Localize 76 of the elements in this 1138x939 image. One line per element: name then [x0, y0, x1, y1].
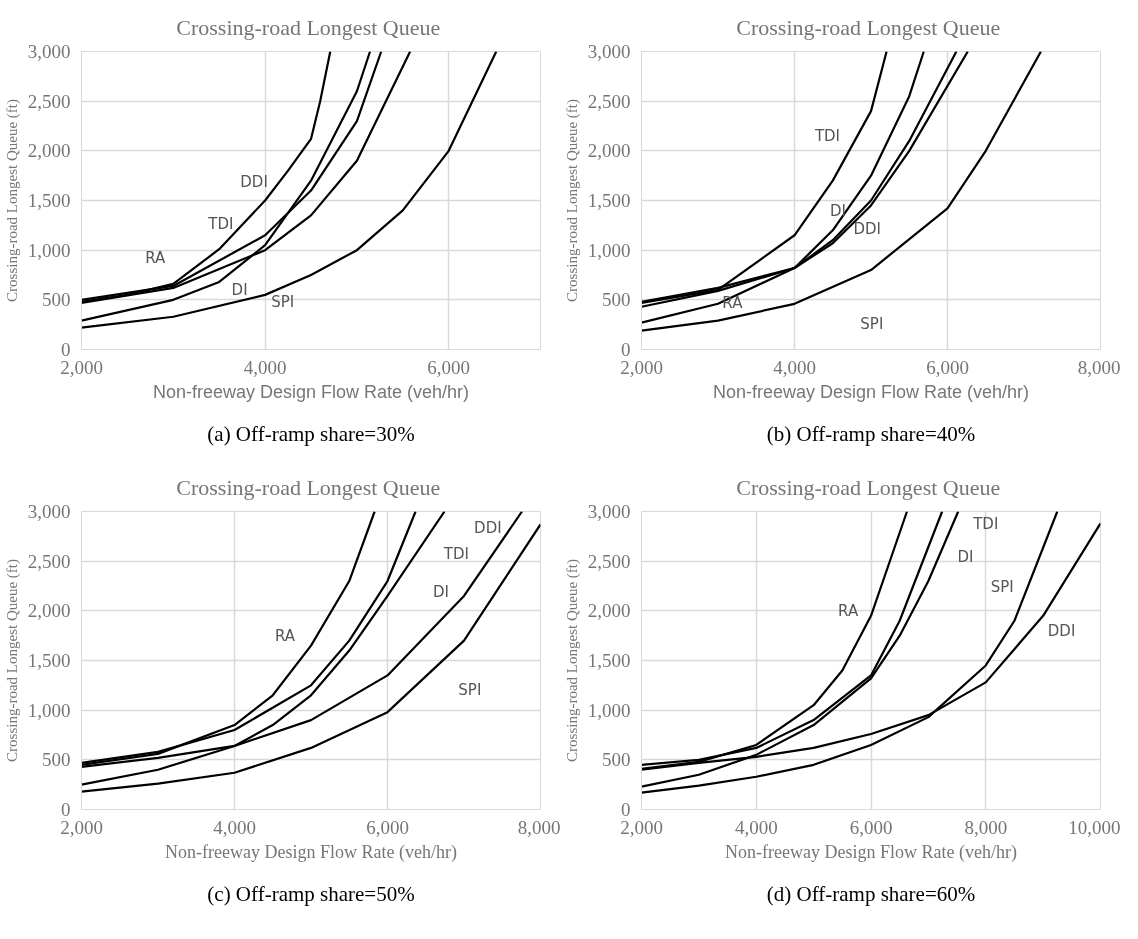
- y-tick-label: 2,000: [27, 140, 71, 162]
- annotation: DDI: [240, 172, 268, 191]
- x-tick-label: 6,000: [926, 356, 969, 378]
- y-tick-label: 1,000: [27, 239, 71, 261]
- annotation: TDI: [207, 215, 234, 234]
- y-tick-label: 3,000: [27, 41, 71, 62]
- annotation: DDI: [474, 518, 502, 537]
- x-tick-label: 4,000: [213, 816, 256, 838]
- annotation: SPI: [860, 314, 884, 333]
- annotation: DI: [433, 582, 450, 601]
- x-tick-label: 6,000: [366, 816, 409, 838]
- y-tick-label: 3,000: [587, 501, 631, 522]
- x-tick-label: 4,000: [773, 356, 816, 378]
- annotation: DDI: [853, 220, 881, 239]
- y-tick-label: 1,000: [587, 239, 631, 261]
- annotation: DI: [957, 548, 974, 567]
- y-tick-label: 3,000: [27, 501, 71, 522]
- x-tick-label: 6,000: [427, 356, 471, 378]
- y-tick-label: 1,500: [587, 650, 631, 671]
- y-tick-label: 2,500: [587, 550, 631, 572]
- y-tick-label: 1,000: [27, 699, 71, 721]
- chart-title: Crossing-road Longest Queue: [736, 14, 1001, 40]
- annotation: RA: [145, 249, 167, 268]
- y-tick-label: 500: [42, 289, 71, 311]
- annotation: RA: [275, 626, 296, 645]
- y-tick-label: 1,500: [27, 190, 71, 211]
- annotation: TDI: [813, 127, 841, 146]
- x-tick-label: 8,000: [964, 816, 1008, 838]
- y-tick-label: 500: [602, 749, 631, 771]
- y-tick-label: 2,000: [587, 140, 631, 162]
- annotation: TDI: [442, 545, 469, 564]
- y-axis-title: Crossing-road Longest Queue (ft): [3, 559, 21, 762]
- annotation: SPI: [271, 292, 295, 311]
- x-tick-label: 10,000: [1068, 816, 1121, 838]
- y-tick-label: 0: [61, 799, 71, 820]
- y-tick-label: 0: [621, 799, 631, 820]
- y-tick-label: 0: [621, 339, 631, 360]
- y-axis-title: Crossing-road Longest Queue (ft): [563, 99, 581, 302]
- text: (a) Off-ramp share=30%: [207, 421, 415, 446]
- y-tick-label: 500: [42, 749, 71, 771]
- y-tick-label: 2,000: [27, 600, 71, 622]
- x-tick-label: 6,000: [849, 816, 893, 838]
- y-tick-label: 1,500: [27, 650, 71, 671]
- text: (b) Off-ramp share=40%: [766, 421, 976, 446]
- x-axis-title: Non-freeway Design Flow Rate (veh/hr): [152, 381, 470, 402]
- y-axis-title: Crossing-road Longest Queue (ft): [563, 559, 581, 762]
- chart-title: Crossing-road Longest Queue: [176, 474, 441, 500]
- chart-title: Crossing-road Longest Queue: [176, 14, 441, 40]
- x-axis-title: Non-freeway Design Flow Rate (veh/hr): [712, 381, 1030, 402]
- y-tick-label: 2,000: [587, 600, 631, 622]
- x-tick-label: 8,000: [517, 816, 561, 838]
- y-tick-label: 1,000: [587, 699, 631, 721]
- annotation: DI: [231, 280, 248, 299]
- y-tick-label: 2,500: [27, 90, 71, 112]
- y-tick-label: 2,500: [587, 90, 631, 112]
- annotation: RA: [838, 602, 859, 621]
- annotation: SPI: [458, 681, 482, 700]
- x-tick-label: 8,000: [1077, 356, 1121, 378]
- y-tick-label: 500: [602, 289, 631, 311]
- x-axis-title: Non-freeway Design Flow Rate (veh/hr): [725, 841, 1017, 863]
- text: (d) Off-ramp share=60%: [766, 881, 976, 906]
- annotation: DDI: [1047, 621, 1076, 640]
- chart-title: Crossing-road Longest Queue: [736, 474, 1001, 500]
- annotation: RA: [722, 293, 744, 312]
- y-tick-label: 1,500: [587, 190, 631, 211]
- y-axis-title: Crossing-road Longest Queue (ft): [3, 99, 21, 302]
- annotation: TDI: [972, 515, 999, 534]
- y-tick-label: 0: [61, 339, 71, 360]
- x-axis-title: Non-freeway Design Flow Rate (veh/hr): [165, 841, 457, 863]
- x-tick-label: 4,000: [243, 356, 287, 378]
- y-tick-label: 2,500: [27, 550, 71, 572]
- text: (c) Off-ramp share=50%: [207, 881, 415, 906]
- annotation: SPI: [990, 577, 1014, 596]
- annotation: DI: [830, 201, 847, 220]
- x-tick-label: 4,000: [734, 816, 778, 838]
- y-tick-label: 3,000: [587, 41, 631, 62]
